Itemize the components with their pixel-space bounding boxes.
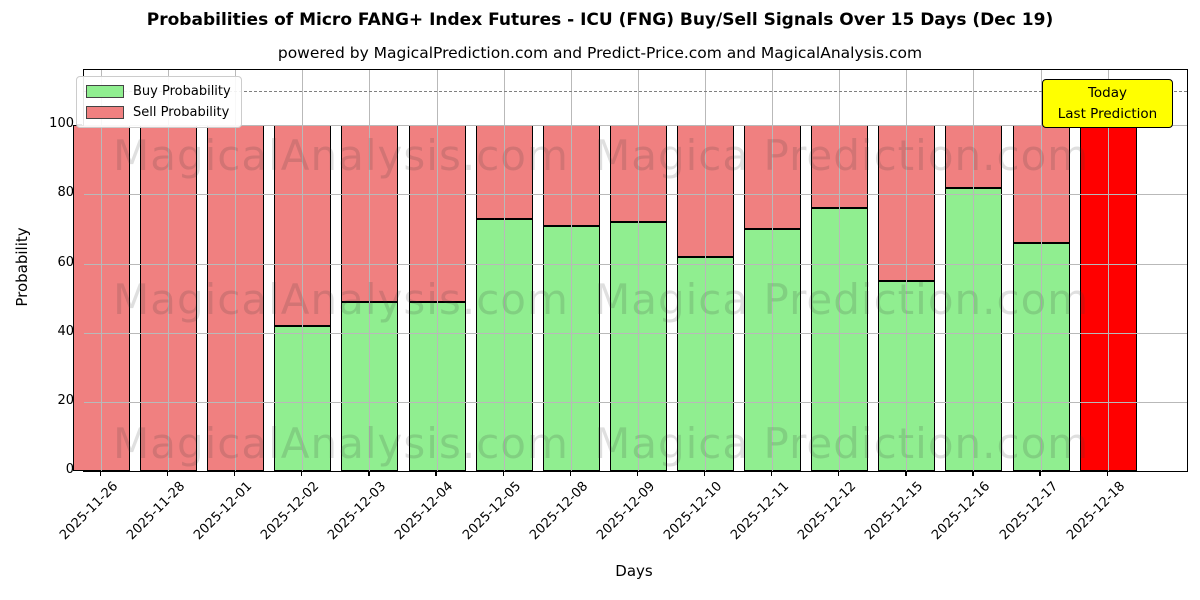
gridline-v: [637, 70, 639, 471]
y-tick-label: 0: [65, 462, 74, 477]
chart-subtitle: powered by MagicalPrediction.com and Pre…: [277, 44, 923, 62]
x-tick: [234, 470, 236, 476]
x-tick: [703, 470, 706, 476]
x-tick: [1106, 470, 1108, 476]
x-tick-label: 2025-11-26: [56, 479, 122, 544]
legend-entry-buy: Buy Probability: [86, 84, 231, 99]
x-axis-label: Days: [615, 562, 653, 580]
x-tick-label: 2025-12-05: [459, 479, 524, 544]
gridline-h: [84, 332, 1187, 334]
x-tick: [972, 470, 974, 476]
x-tick: [636, 470, 639, 476]
y-tick-label: 20: [57, 392, 74, 408]
x-tick: [301, 470, 303, 476]
annotation-line2: Last Prediction: [1057, 105, 1158, 122]
x-tick: [905, 470, 907, 476]
gridline-h: [84, 263, 1187, 265]
x-tick: [435, 470, 437, 476]
gridline-v: [1107, 70, 1109, 471]
gridline-v: [772, 70, 774, 471]
gridline-v: [704, 70, 706, 471]
buy-swatch: [86, 85, 124, 98]
gridline-v: [436, 70, 438, 471]
gridline-h: [84, 194, 1187, 196]
watermark-text: MagicalAnalysis.com: [113, 275, 569, 324]
gridline-v: [570, 70, 572, 471]
sell-swatch: [86, 106, 124, 119]
annotation-line1: Today: [1087, 84, 1128, 101]
x-tick-label: 2025-12-16: [929, 479, 994, 544]
today-annotation: Today Last Prediction: [1042, 79, 1173, 128]
gridline-h: [84, 125, 1187, 127]
x-tick: [166, 470, 169, 476]
plot-area: MagicalAnalysis.com Magica Prediction.com…: [72, 69, 1188, 472]
legend: Buy Probability Sell Probability: [76, 76, 242, 128]
x-tick-label: 2025-12-02: [258, 479, 323, 544]
gridline-v: [168, 70, 170, 471]
x-tick-label: 2025-12-12: [795, 479, 860, 544]
x-tick-label: 2025-12-09: [593, 479, 658, 544]
y-tick-label: 40: [57, 323, 74, 339]
x-tick-label: 2025-12-15: [862, 479, 927, 544]
y-tick-label: 60: [57, 254, 74, 270]
x-tick: [771, 470, 773, 476]
gridline-v: [503, 70, 505, 471]
x-tick-label: 2025-12-11: [728, 479, 793, 544]
gridline-v: [235, 70, 237, 471]
gridline-v: [1040, 70, 1042, 471]
x-tick-label: 2025-12-10: [661, 479, 726, 544]
watermark-text: Magica Prediction.com: [594, 275, 1090, 324]
watermark-text: MagicalAnalysis.com: [113, 419, 569, 468]
watermark-text: MagicalAnalysis.com: [113, 131, 569, 180]
x-tick-label: 2025-12-03: [325, 479, 390, 544]
gridline-v: [839, 70, 841, 471]
gridline-h: [84, 401, 1187, 403]
y-tick-label: 100: [49, 116, 74, 132]
x-tick-label: 2025-12-17: [996, 479, 1061, 544]
chart-title: Probabilities of Micro FANG+ Index Futur…: [146, 10, 1054, 30]
gridline-v: [100, 70, 102, 471]
x-tick-label: 2025-12-04: [392, 479, 457, 544]
gridline-v: [369, 70, 371, 471]
watermark-text: Magica Prediction.com: [594, 131, 1090, 180]
y-axis-label: Probability: [13, 227, 31, 307]
watermark-text: Magica Prediction.com: [594, 419, 1090, 468]
legend-sell-label: Sell Probability: [133, 105, 230, 120]
legend-entry-sell: Sell Probability: [86, 105, 231, 120]
x-tick: [99, 470, 102, 476]
x-tick-label: 2025-11-28: [124, 479, 189, 544]
x-tick-label: 2025-12-18: [1063, 479, 1128, 544]
x-tick: [368, 470, 370, 476]
x-tick: [569, 470, 571, 476]
x-tick-label: 2025-12-01: [191, 479, 256, 544]
y-tick-label: 80: [57, 185, 74, 201]
x-tick: [838, 470, 840, 476]
gridline-v: [973, 70, 975, 471]
gridline-v: [906, 70, 908, 471]
x-tick-label: 2025-12-08: [526, 479, 591, 544]
x-tick: [502, 470, 504, 476]
threshold-line: [84, 90, 1187, 92]
x-tick: [1039, 470, 1041, 476]
gridline-v: [302, 70, 304, 471]
legend-buy-label: Buy Probability: [133, 84, 231, 99]
